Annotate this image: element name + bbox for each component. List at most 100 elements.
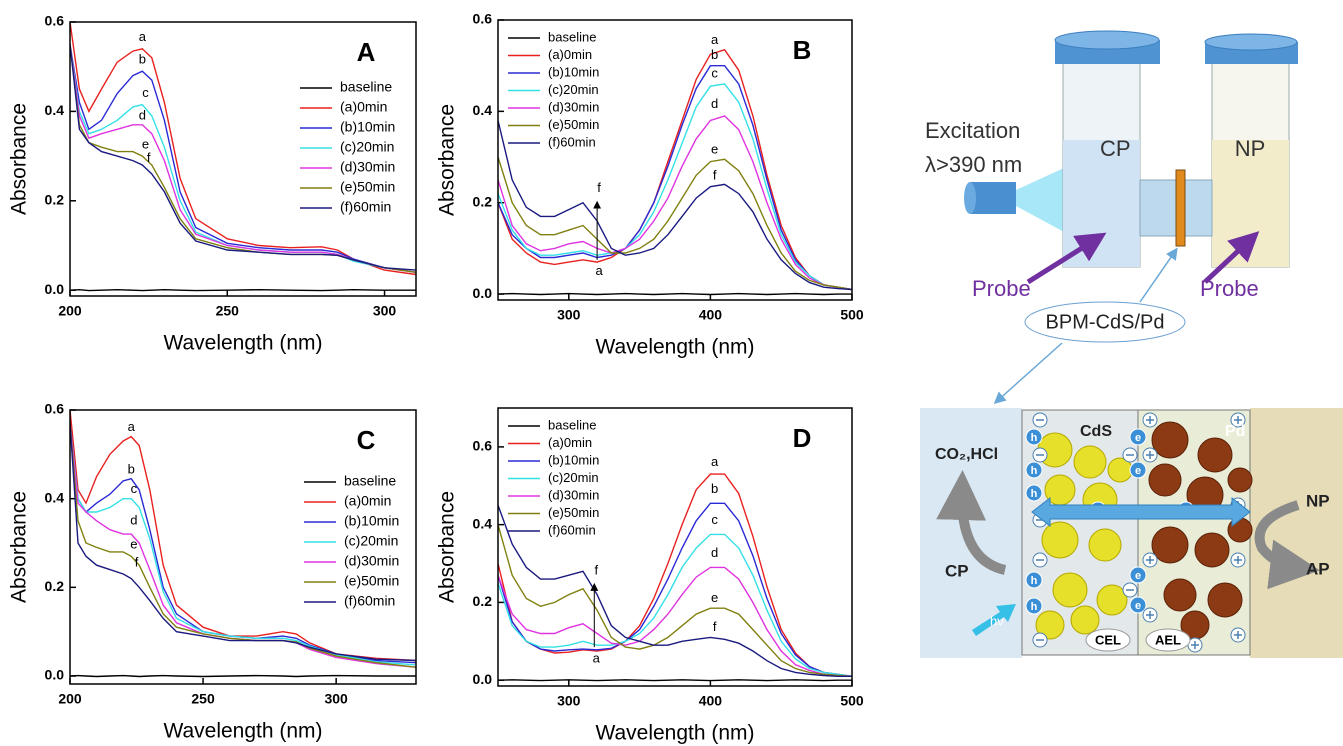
callout-line <box>993 342 1063 404</box>
series-line <box>70 44 416 271</box>
light-arrow <box>972 604 1016 636</box>
cell-label: CP <box>1100 136 1131 161</box>
plot-frame <box>497 19 853 301</box>
legend-label: (f)60min <box>344 593 395 609</box>
curve-label: b <box>128 461 135 476</box>
series-line <box>498 292 852 296</box>
legend-label: (e)50min <box>340 179 395 195</box>
x-axis-title: Wavelength (nm) <box>595 722 754 745</box>
series-line <box>498 504 852 677</box>
series-line <box>498 502 852 677</box>
layer-label: AEL <box>1155 632 1181 647</box>
hole <box>1025 428 1043 446</box>
legend-label: (a)0min <box>344 493 391 509</box>
reaction-arrow <box>1254 500 1320 590</box>
membrane-callout <box>1024 301 1186 343</box>
legend-label: (c)20min <box>344 533 398 549</box>
x-tick-label: 250 <box>216 303 240 319</box>
cds-particle <box>1070 605 1100 635</box>
electron-label: e <box>1135 432 1141 444</box>
series-line <box>498 65 852 291</box>
pd-particle <box>1151 526 1189 564</box>
legend-label: (f)60min <box>548 522 596 537</box>
curve-label: a <box>711 454 719 469</box>
curve-label: f <box>135 554 139 569</box>
product-label: AP <box>1306 559 1330 578</box>
x-axis-title: Wavelength (nm) <box>163 720 322 743</box>
cell-label: NP <box>1235 136 1266 161</box>
x-tick-label: 300 <box>324 691 348 707</box>
layer-tag <box>1145 628 1191 652</box>
y-tick-label: 0.0 <box>473 671 493 687</box>
curve-label: f <box>713 168 717 183</box>
y-tick-label: 0.0 <box>45 667 65 683</box>
panel-label: A <box>357 37 376 67</box>
legend-label: (a)0min <box>548 47 592 62</box>
lamp-end <box>964 182 976 214</box>
y-axis-title: Absorbance <box>436 491 459 603</box>
legend-label: (a)0min <box>548 435 592 450</box>
particles: hhhhhheeeee <box>1025 412 1253 653</box>
legend-label: (c)20min <box>548 82 599 97</box>
panel-label: B <box>793 35 812 65</box>
hole-label: h <box>1031 488 1038 500</box>
series-line <box>498 533 852 677</box>
series-line <box>70 410 416 662</box>
y-tick-label: 0.4 <box>473 515 493 531</box>
membrane-label: BPM-CdS/Pd <box>1046 311 1165 333</box>
hole-label: h <box>1031 601 1038 613</box>
legend-label: (b)10min <box>344 513 399 529</box>
y-tick-label: 0.4 <box>45 489 65 505</box>
curve-label: c <box>711 512 718 527</box>
series-line <box>498 83 852 291</box>
pd-particle <box>1163 578 1197 612</box>
cds-particle <box>1035 610 1065 640</box>
curve-label: c <box>711 65 718 80</box>
membrane <box>1175 169 1186 247</box>
legend-label: (b)10min <box>340 119 395 135</box>
hole-label: h <box>1031 575 1038 587</box>
legend-label: (c)20min <box>548 470 599 485</box>
anode-side <box>1250 408 1343 658</box>
x-axis-title: Wavelength (nm) <box>163 332 322 355</box>
series-line <box>498 115 852 291</box>
layer-tag <box>1085 628 1131 652</box>
panel-label: C <box>357 425 376 455</box>
hole <box>1025 571 1043 589</box>
y-tick-label: 0.2 <box>473 593 493 609</box>
series-line <box>70 674 416 678</box>
chart: 200 250 300 0.0 0.2 0.4 0.6 Wavelength (nm) Abso… <box>8 13 417 355</box>
y-tick-label: 0.6 <box>473 11 493 27</box>
series-line <box>498 156 852 291</box>
y-tick-label: 0.6 <box>45 401 65 417</box>
probe-arrow <box>1203 231 1260 284</box>
y-tick-label: 0.2 <box>473 193 493 209</box>
x-tick-label: 200 <box>58 303 82 319</box>
electron <box>1129 596 1147 614</box>
legend-label: (d)30min <box>548 99 599 114</box>
legend-label: (f)60min <box>340 199 391 215</box>
chart: 300 400 500 0.0 0.2 0.4 0.6 Wavelength (nm) Abso… <box>436 407 864 745</box>
legend-label: baseline <box>340 79 392 95</box>
x-tick-label: 500 <box>840 307 864 323</box>
legend-label: (a)0min <box>340 99 387 115</box>
x-tick-label: 500 <box>840 693 864 709</box>
series-line <box>70 288 416 292</box>
series-line <box>498 120 852 291</box>
y-axis-title: Absorbance <box>8 491 31 603</box>
hole <box>1025 461 1043 479</box>
y-tick-label: 0.4 <box>473 102 493 118</box>
diagram: CP NP Excitation λ>390 nm Probe Probe BP… <box>920 30 1343 658</box>
series-line <box>498 566 852 677</box>
reaction-arrow <box>936 470 1007 575</box>
series-line <box>70 44 416 273</box>
plot-lines <box>498 473 852 682</box>
legend-label: (f)60min <box>548 134 596 149</box>
chart: 200 250 300 0.0 0.2 0.4 0.6 Wavelength (nm) Abso… <box>8 401 417 743</box>
callout-line <box>1139 247 1178 303</box>
pd-particle <box>1194 532 1230 568</box>
curve-label: e <box>711 590 718 605</box>
curve-label: c <box>142 85 149 100</box>
x-tick-label: 400 <box>699 307 723 323</box>
